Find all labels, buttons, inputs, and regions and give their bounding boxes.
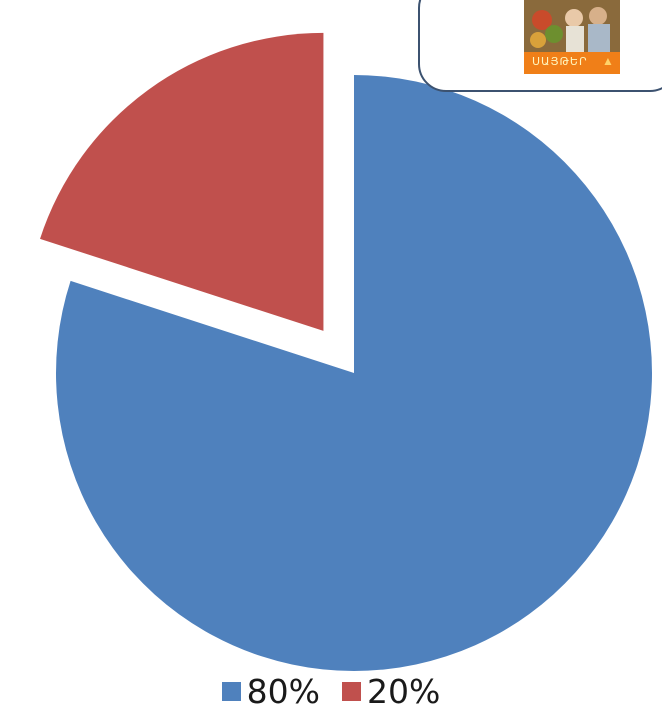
inset-image-frame: ՍԱՅԹԵՐ ▲	[418, 0, 662, 92]
pie-slice-1	[55, 75, 653, 671]
legend-item-2: 20%	[342, 675, 440, 708]
flame-icon: ▲	[602, 54, 614, 68]
legend-label: 80%	[246, 671, 320, 711]
legend-label: 20%	[367, 671, 441, 711]
legend-item-1: 80%	[221, 671, 320, 711]
pie-slice-2	[40, 32, 324, 331]
inset-picture-text: ՍԱՅԹԵՐ	[532, 55, 588, 68]
inset-picture: ՍԱՅԹԵՐ ▲	[524, 0, 620, 74]
legend-swatch	[342, 681, 361, 701]
legend-swatch	[221, 681, 241, 701]
legend: 80% 20%	[0, 672, 662, 710]
